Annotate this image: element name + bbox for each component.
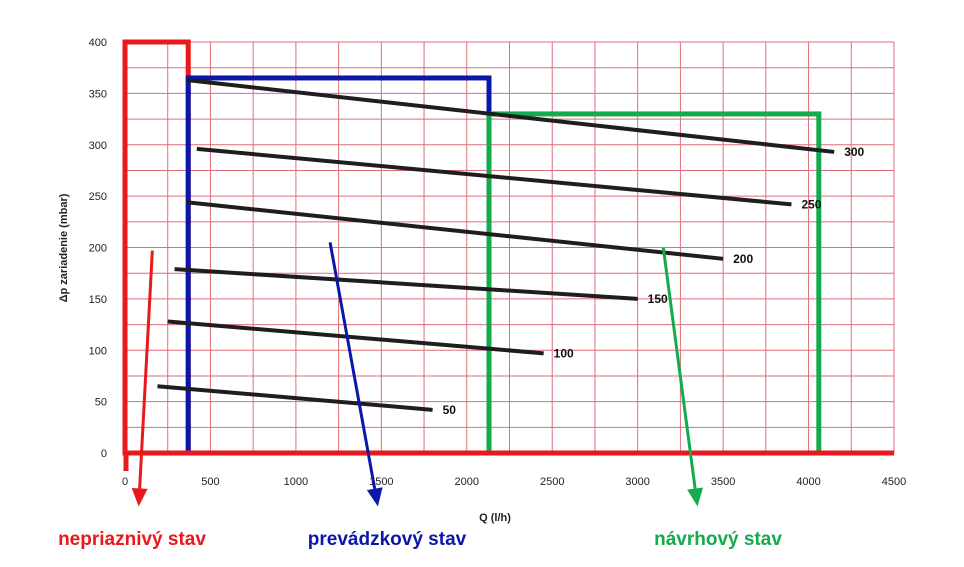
x-tick-label: 4000 bbox=[796, 476, 820, 488]
y-tick-labels: 0 50 100 150 200 250 300 350 400 bbox=[89, 37, 107, 460]
curve-100 bbox=[167, 319, 544, 356]
curve-label-300: 300 bbox=[844, 145, 864, 159]
x-tick-label: 500 bbox=[201, 476, 219, 488]
curve-label-150: 150 bbox=[648, 292, 668, 306]
curve-label-200: 200 bbox=[733, 252, 753, 266]
y-tick-label: 150 bbox=[89, 294, 107, 306]
arrow-shaft-1 bbox=[328, 242, 377, 489]
y-tick-label: 0 bbox=[101, 448, 107, 460]
arrow-head-0 bbox=[131, 488, 148, 507]
curve-label-50: 50 bbox=[443, 403, 457, 417]
x-tick-label: 2000 bbox=[455, 476, 479, 488]
curve-50 bbox=[157, 384, 433, 412]
y-tick-label: 250 bbox=[89, 191, 107, 203]
x-tick-label: 0 bbox=[122, 476, 128, 488]
curve-label-100: 100 bbox=[554, 346, 574, 360]
zone-arrows bbox=[131, 242, 704, 507]
curve-150 bbox=[174, 267, 638, 301]
x-tick-labels: 0 500 1000 1500 2000 2500 3000 3500 4000 4500 bbox=[122, 476, 906, 488]
x-tick-label: 3000 bbox=[625, 476, 649, 488]
arrow-shaft-0 bbox=[138, 250, 154, 489]
curve-200 bbox=[186, 200, 724, 261]
curve-250 bbox=[196, 146, 792, 207]
zone-labels: nepriaznivý stav prevádzkový stav návrhový… bbox=[58, 529, 782, 550]
y-axis-label: Δp zariadenie (mbar) bbox=[58, 193, 70, 302]
x-tick-label: 2500 bbox=[540, 476, 564, 488]
arrow-head-1 bbox=[366, 487, 383, 507]
zone-label-1: prevádzkový stav bbox=[308, 529, 467, 550]
curve-300 bbox=[186, 78, 835, 154]
y-tick-label: 50 bbox=[95, 397, 107, 409]
x-tick-label: 3500 bbox=[711, 476, 735, 488]
y-tick-label: 300 bbox=[89, 140, 107, 152]
y-tick-label: 400 bbox=[89, 37, 107, 49]
x-axis-label: Q (l/h) bbox=[479, 512, 511, 524]
zone-rect-2 bbox=[486, 111, 822, 456]
arrow-shaft-2 bbox=[661, 247, 697, 489]
x-tick-label: 4500 bbox=[882, 476, 906, 488]
curve-label-250: 250 bbox=[801, 197, 821, 211]
y-tick-label: 350 bbox=[89, 88, 107, 100]
arrow-head-2 bbox=[687, 487, 704, 507]
zone-label-0: nepriaznivý stav bbox=[58, 529, 206, 550]
zones bbox=[122, 39, 894, 471]
zone-label-2: návrhový stav bbox=[654, 529, 782, 550]
x-tick-label: 1000 bbox=[284, 476, 308, 488]
y-tick-label: 200 bbox=[89, 243, 107, 255]
y-tick-label: 100 bbox=[89, 345, 107, 357]
curves: 300 250 200 150 100 50 bbox=[157, 78, 865, 417]
